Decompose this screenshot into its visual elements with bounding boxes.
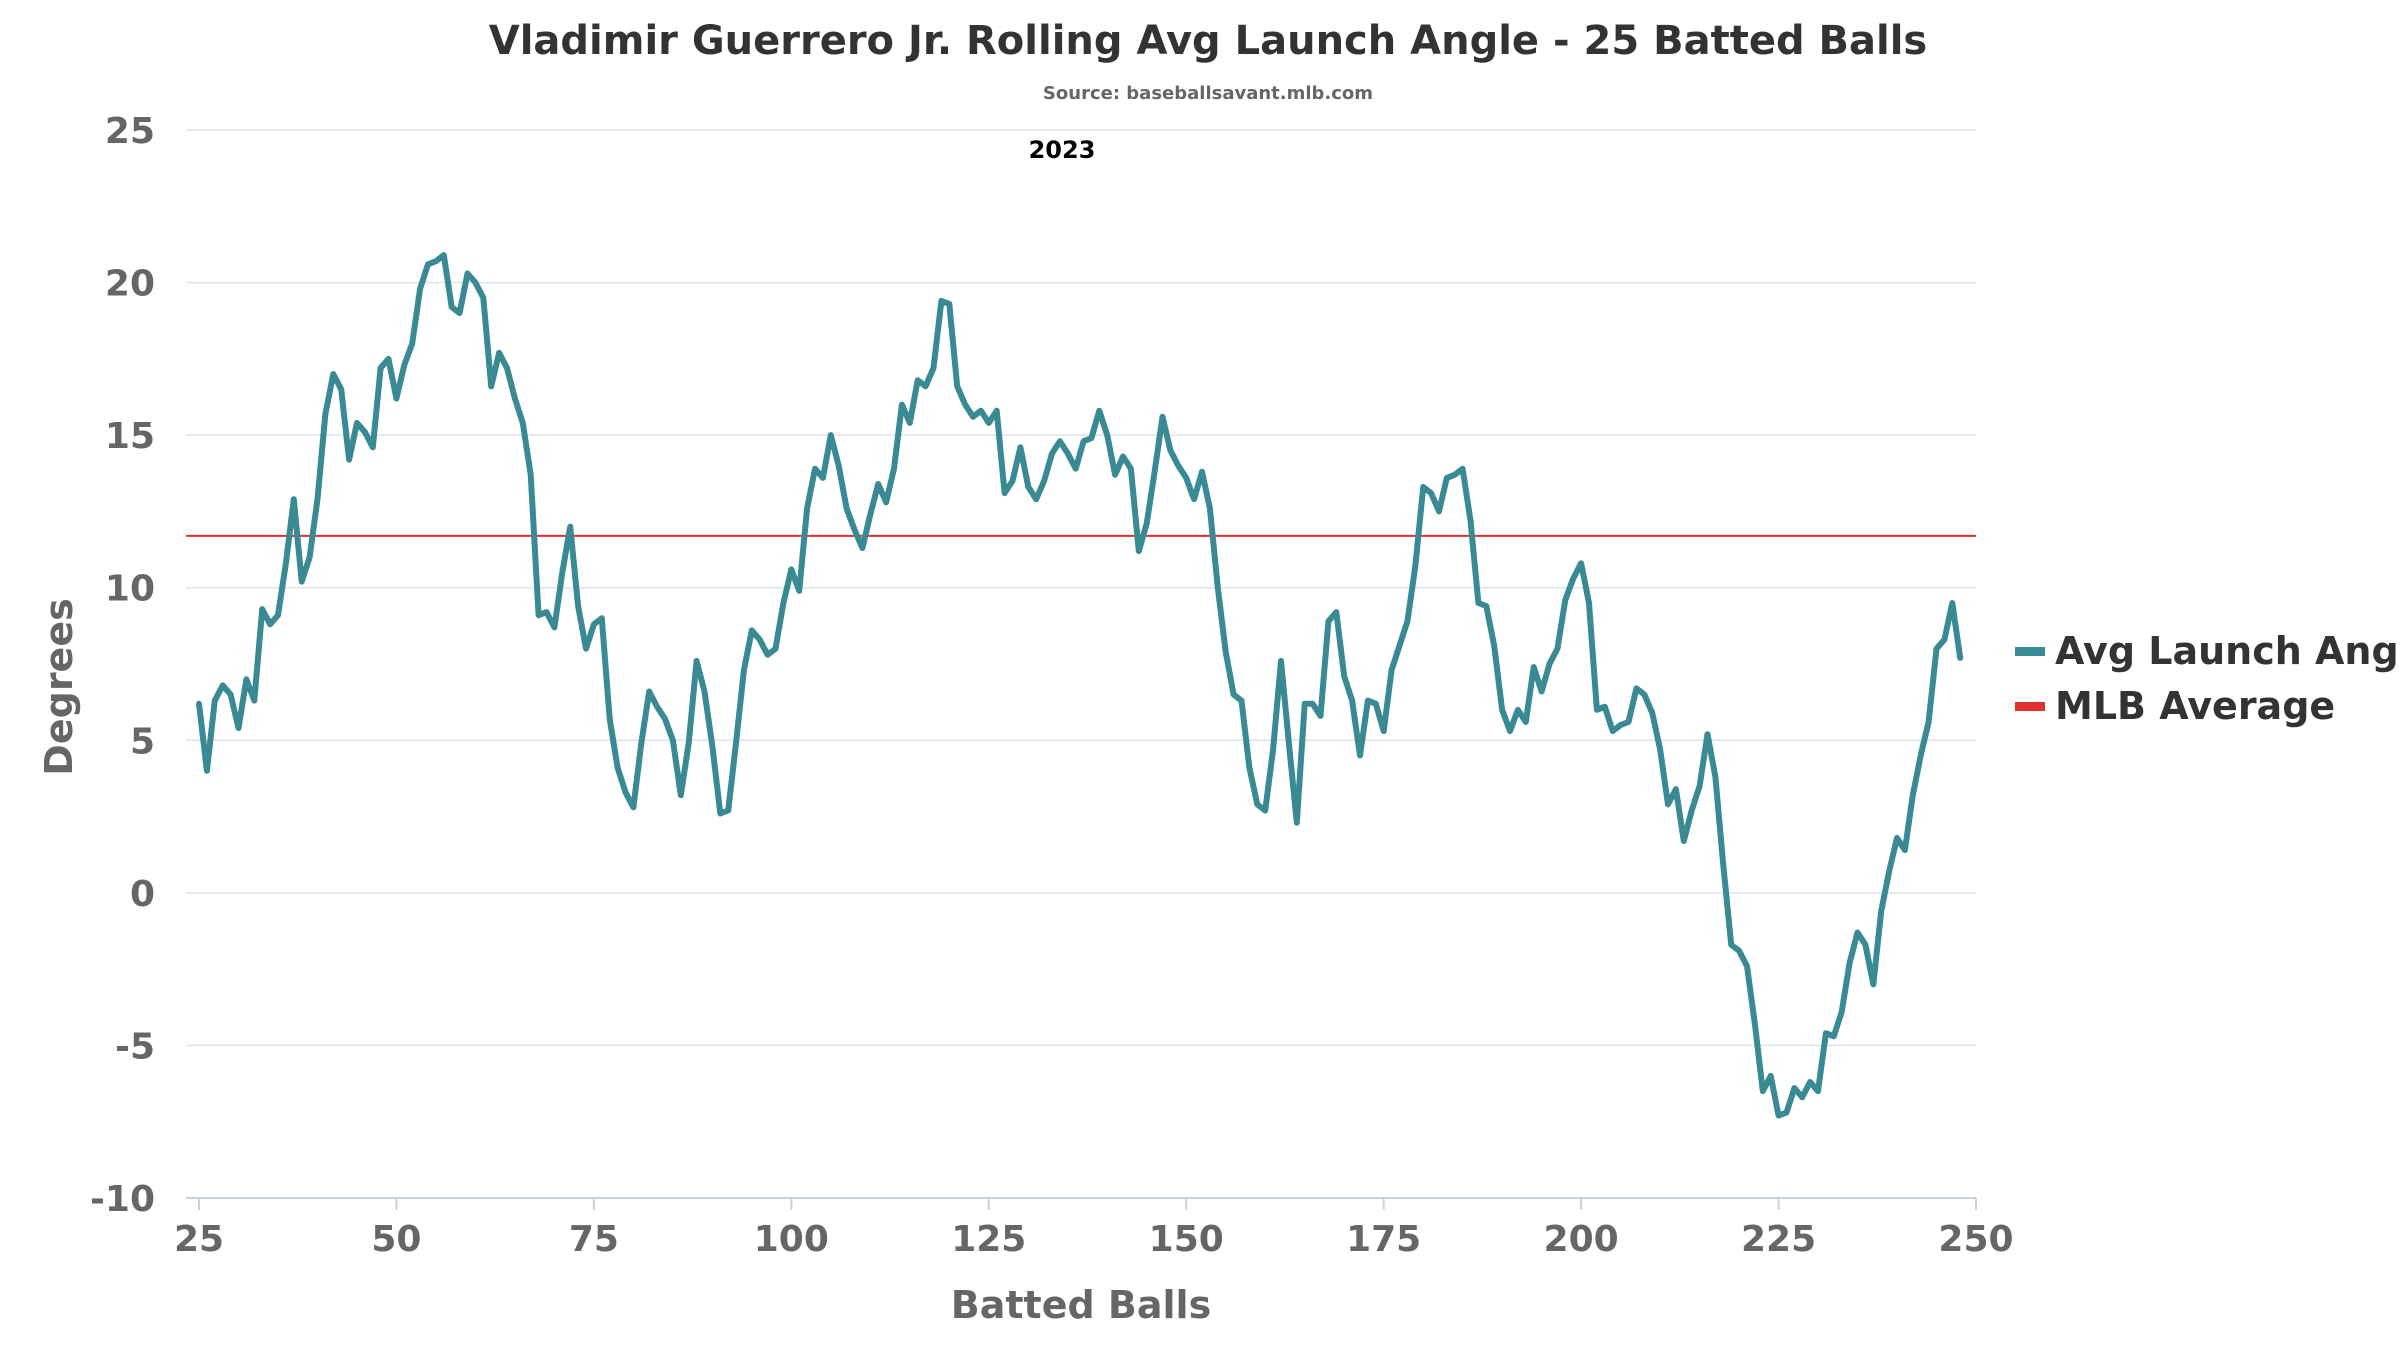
x-tick-label: 75 — [569, 1219, 619, 1260]
y-tick-label: 25 — [105, 111, 155, 152]
y-tick-label: -10 — [90, 1179, 155, 1220]
legend-label-mlb: MLB Average — [2055, 684, 2335, 728]
x-axis — [186, 1197, 1977, 1210]
x-tick-label: 225 — [1741, 1219, 1816, 1260]
legend-swatch-mlb — [2015, 702, 2045, 711]
y-tick-label: -5 — [115, 1026, 155, 1067]
y-tick-labels: -10 -5 0 5 10 15 20 25 — [90, 111, 155, 1220]
legend-item-mlb[interactable]: MLB Average — [2015, 684, 2335, 728]
x-tick-label: 175 — [1346, 1219, 1421, 1260]
y-tick-label: 15 — [105, 416, 155, 457]
y-tick-label: 0 — [130, 874, 155, 915]
chart-title: Vladimir Guerrero Jr. Rolling Avg Launch… — [489, 18, 1927, 64]
avg-launch-angle-line — [196, 252, 1964, 1119]
year-annotation: 2023 — [1029, 136, 1096, 164]
legend-swatch-avg — [2015, 647, 2045, 656]
y-tick-label: 10 — [105, 569, 155, 610]
gridlines — [186, 129, 1976, 1047]
x-axis-label: Batted Balls — [951, 1283, 1211, 1327]
chart-subtitle: Source: baseballsavant.mlb.com — [1043, 83, 1373, 104]
y-tick-label: 20 — [105, 264, 155, 305]
x-tick-label: 250 — [1938, 1219, 2013, 1260]
legend-item-avg[interactable]: Avg Launch Angle — [2015, 629, 2400, 673]
x-tick-labels: 25 50 75 100 125 150 175 200 225 250 — [174, 1219, 2014, 1260]
x-tick-label: 125 — [951, 1219, 1026, 1260]
legend: Avg Launch Angle MLB Average — [2015, 629, 2400, 728]
x-tick-label: 25 — [174, 1219, 224, 1260]
x-tick-label: 200 — [1544, 1219, 1619, 1260]
x-tick-label: 50 — [371, 1219, 421, 1260]
x-tick-label: 100 — [754, 1219, 829, 1260]
y-axis-label: Degrees — [37, 598, 81, 775]
y-tick-label: 5 — [130, 721, 155, 762]
legend-label-avg: Avg Launch Angle — [2055, 629, 2400, 673]
x-tick-label: 150 — [1149, 1219, 1224, 1260]
